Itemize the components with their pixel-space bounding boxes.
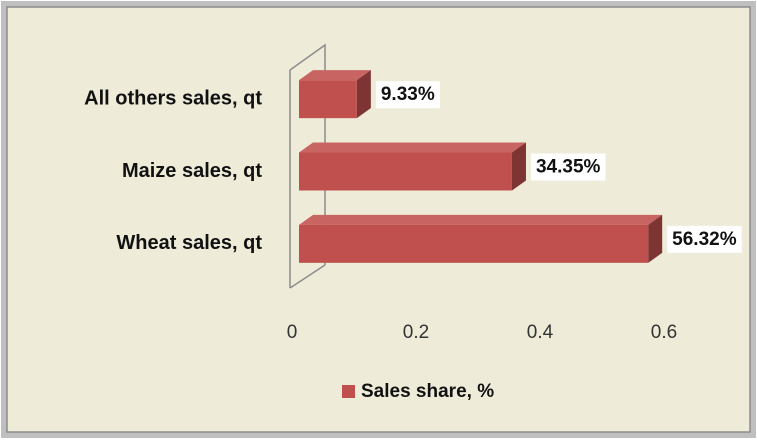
bar xyxy=(299,224,649,263)
legend-label: Sales share, % xyxy=(361,381,494,402)
data-label: 56.32% xyxy=(672,229,737,250)
data-label-bg xyxy=(667,225,742,253)
y-tick-label: Wheat sales, qt xyxy=(116,232,262,254)
legend-swatch xyxy=(342,385,355,398)
bar xyxy=(299,152,512,191)
bar-top xyxy=(299,70,371,81)
data-label-bg xyxy=(530,153,606,181)
y-tick-label: Maize sales, qt xyxy=(122,160,262,182)
x-tick-label: 0.6 xyxy=(651,322,677,343)
floor-edge xyxy=(289,264,326,289)
x-tick-label: 0.2 xyxy=(403,322,429,343)
bar-side xyxy=(356,70,371,119)
bar-top xyxy=(299,142,526,153)
bar-side xyxy=(648,214,663,263)
x-tick-label: 0 xyxy=(287,322,298,343)
x-tick-label: 0.4 xyxy=(527,322,554,343)
bar xyxy=(299,80,357,119)
data-label-bg xyxy=(375,81,440,109)
bar-side xyxy=(511,142,526,191)
y-tick-label: All others sales, qt xyxy=(84,87,262,109)
data-label: 34.35% xyxy=(536,157,601,178)
data-label: 9.33% xyxy=(381,84,435,105)
bar-top xyxy=(299,214,663,225)
